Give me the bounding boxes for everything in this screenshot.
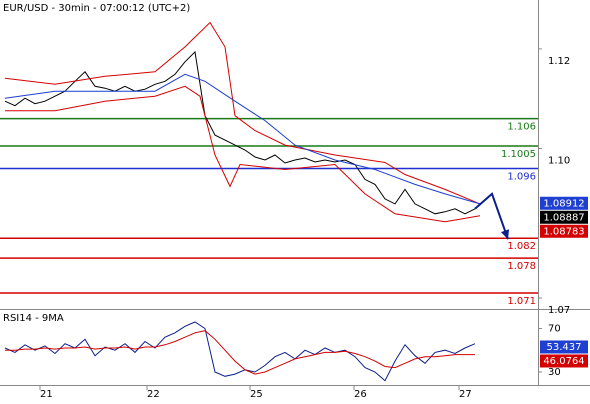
y-tick-label: 70 [548,323,561,334]
rsi-title: RSI14 - 9MA [3,313,64,324]
series-line [5,330,475,375]
series-line [4,321,476,382]
value-tag-label: 1.08912 [543,198,584,209]
series-line [5,85,481,223]
value-tag-label: 46.0764 [543,356,584,367]
level-label: 1.096 [507,171,536,182]
level-label: 1.1005 [501,149,536,160]
chart-title: EUR/USD - 30min - 07:00:12 (UTC+2) [3,3,190,14]
value-tag [540,196,588,210]
level-label: 1.078 [507,261,536,272]
x-tick-label: 26 [354,389,367,400]
y-tick-label: 1.12 [548,56,570,67]
value-tag [540,354,588,368]
x-tick-label: 21 [40,389,53,400]
series-line [4,21,481,205]
level-label: 1.071 [507,296,536,307]
x-tick-label: 25 [250,389,263,400]
x-tick-label: 27 [459,389,472,400]
value-tag [540,210,588,224]
value-tag-label: 1.08887 [543,212,584,223]
series-line [4,73,481,205]
level-label: 1.106 [507,122,536,133]
value-tag-label: 53.437 [547,342,582,353]
series-line [4,50,476,215]
value-tag-label: 1.08783 [543,226,584,237]
level-label: 1.082 [507,241,536,252]
series-line [474,192,509,240]
x-tick-label: 22 [147,389,160,400]
y-tick-label: 1.07 [548,305,570,316]
y-tick-label: 30 [548,367,561,378]
value-tag [540,340,588,354]
value-tag [540,224,588,238]
arrow-head [500,229,510,240]
y-tick-label: 1.10 [548,156,570,167]
